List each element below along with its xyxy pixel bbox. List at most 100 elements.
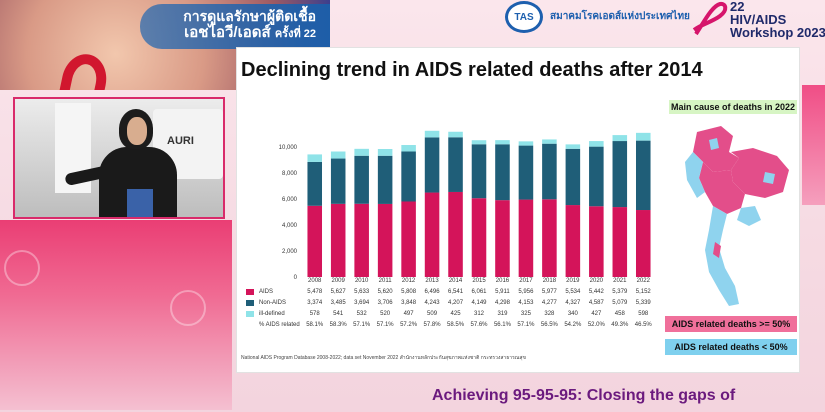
table-row: Non-AIDS 3,374 3,485 3,694 3,706 3,848 4,243 4,… [243, 298, 663, 309]
row-label: AIDS [259, 289, 274, 295]
source-note: National AIDS Program Database 2008-2022… [241, 355, 526, 361]
table-cell: 541 [333, 311, 344, 317]
table-cell: 5,977 [541, 289, 557, 295]
table-cell: 5,079 [612, 300, 628, 306]
table-cell: 5,534 [565, 289, 581, 295]
bar-non-aids-2019 [565, 148, 581, 206]
table-header-row: 2008 2009 2010 2011 2012 2013 2014 2015 2016 2017… [243, 276, 663, 287]
table-cell: 56.5% [540, 322, 558, 328]
slide-title: Declining trend in AIDS related deaths a… [241, 59, 703, 81]
data-table: 2008 2009 2010 2011 2012 2013 2014 2015 2016 2017… [243, 276, 663, 338]
bar-non-aids-2021 [612, 141, 628, 208]
map-region-south [705, 206, 739, 306]
bar-ill-defined-2009 [330, 151, 346, 159]
table-cell: 312 [473, 311, 484, 317]
right-decor-strip [802, 85, 825, 205]
table-cell: 2022 [636, 278, 650, 284]
table-row: AIDS 5,478 5,627 5,633 5,620 5,808 6,496 6,541 6… [243, 287, 663, 298]
table-cell: 5,956 [518, 289, 534, 295]
bar-non-aids-2018 [542, 143, 557, 200]
workshop-logo: 22 HIV/AIDS Workshop 2023 [730, 0, 825, 40]
row-label: % AIDS related [259, 322, 300, 328]
table-row: ill-defined 578 541 532 520 497 509 425 312 319 32… [243, 309, 663, 320]
thai-title-line2: เอชไอวี/เอดส์ ครั้งที่ 22 [184, 24, 316, 42]
bar-aids-2015 [471, 198, 487, 277]
table-cell: 5,911 [495, 289, 510, 295]
hiv-ribbon-icon [692, 1, 728, 36]
row-label: Non-AIDS [259, 300, 287, 306]
table-cell: 58.1% [306, 322, 324, 328]
map-title: Main cause of deaths in 2022 [669, 100, 797, 114]
hero-banner: การดูแลรักษาผู้ติดเชื้อ เอชไอวี/เอดส์ คร… [0, 0, 330, 90]
table-cell: 5,808 [401, 289, 417, 295]
table-cell: 2021 [613, 278, 627, 284]
table-cell: 458 [614, 311, 625, 317]
table-cell: 5,152 [635, 289, 651, 295]
virus-decor-icon [170, 290, 206, 326]
bar-aids-2021 [612, 207, 628, 277]
table-cell: 4,207 [448, 300, 464, 306]
table-cell: 57.1% [376, 322, 394, 328]
bar-non-aids-2015 [471, 144, 487, 199]
bar-ill-defined-2013 [424, 130, 440, 138]
bar-non-aids-2013 [424, 137, 440, 193]
bar-aids-2014 [448, 191, 463, 277]
table-cell: 4,277 [541, 300, 557, 306]
table-cell: 2008 [308, 278, 322, 284]
bar-ill-defined-2019 [565, 144, 581, 149]
table-cell: 6,496 [424, 289, 440, 295]
table-cell: 57.6% [470, 322, 488, 328]
table-cell: 2009 [331, 278, 345, 284]
thai-title-line1: การดูแลรักษาผู้ติดเชื้อ [183, 8, 316, 24]
table-cell: 58.5% [447, 322, 465, 328]
table-cell: 2011 [378, 278, 392, 284]
bar-ill-defined-2016 [495, 140, 510, 145]
bar-non-aids-2020 [589, 146, 604, 207]
y-tick-label: 2,000 [282, 249, 298, 255]
tas-logo: TAS [505, 1, 543, 33]
bar-aids-2019 [565, 205, 581, 277]
table-cell: 3,706 [377, 300, 393, 306]
table-cell: 319 [497, 311, 508, 317]
bottom-caption: Achieving 95-95-95: Closing the gaps of [432, 387, 736, 404]
table-cell: 58.3% [329, 322, 347, 328]
table-cell: 52.0% [587, 322, 605, 328]
table-cell: 497 [403, 311, 414, 317]
bar-non-aids-2009 [330, 158, 346, 204]
table-cell: 57.1% [353, 322, 371, 328]
table-cell: 4,298 [494, 300, 510, 306]
bar-non-aids-2014 [448, 137, 463, 192]
table-cell: 340 [567, 311, 578, 317]
bar-ill-defined-2022 [635, 132, 651, 141]
table-cell: 598 [638, 311, 649, 317]
bar-ill-defined-2015 [471, 140, 487, 145]
row-label: ill-defined [259, 311, 285, 317]
red-ribbon-icon [56, 50, 112, 90]
bar-ill-defined-2014 [448, 131, 463, 138]
bar-aids-2022 [635, 210, 651, 277]
table-cell: 2013 [425, 278, 439, 284]
table-cell: 4,327 [565, 300, 581, 306]
table-cell: 5,627 [330, 289, 346, 295]
bar-non-aids-2012 [401, 151, 416, 202]
table-cell: 2016 [495, 278, 510, 284]
table-cell: 325 [520, 311, 531, 317]
bar-non-aids-2010 [354, 155, 369, 204]
table-cell: 427 [591, 311, 602, 317]
table-cell: 2015 [472, 278, 486, 284]
bar-ill-defined-2011 [377, 149, 393, 156]
table-cell: 4,153 [518, 300, 534, 306]
table-cell: 2012 [401, 278, 416, 284]
legend-low: AIDS related deaths < 50% [665, 339, 797, 355]
bar-ill-defined-2012 [401, 145, 416, 152]
bar-aids-2010 [354, 203, 369, 277]
table-cell: 6,541 [448, 289, 464, 295]
bar-non-aids-2008 [307, 161, 323, 206]
table-cell: 49.3% [611, 322, 629, 328]
table-cell: 56.1% [493, 322, 511, 328]
bar-non-aids-2022 [635, 140, 651, 211]
map-region-n-blue [709, 138, 719, 150]
bar-non-aids-2017 [518, 145, 534, 200]
y-tick-label: 6,000 [282, 197, 298, 203]
y-tick-label: 8,000 [282, 171, 298, 177]
